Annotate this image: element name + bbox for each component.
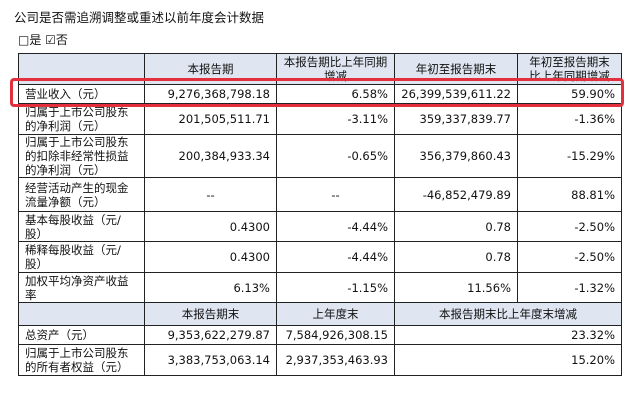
cell-value: 201,505,511.71 [144,103,277,135]
table-row: 归属于上市公司股东的净利润（元） 201,505,511.71 -3.11% 3… [18,103,622,135]
option-yes[interactable]: □是 [18,33,42,47]
cell-value: -- [276,177,395,212]
cell-value: -2.50% [517,211,622,242]
cell-value: 359,337,839.77 [394,103,518,135]
table-row: 营业收入（元） 9,276,368,798.18 6.58% 26,399,53… [18,84,622,104]
cell-value: 0.78 [394,211,518,242]
cell-value: 356,379,860.43 [394,134,518,178]
cell-value: -1.15% [276,272,395,303]
row-label: 归属于上市公司股东的扣除非经常性损益的净利润（元） [18,134,145,178]
cell-value: -1.32% [517,272,622,303]
cell-value: 2,937,353,463.93 [276,344,395,376]
cell-value: -4.44% [276,241,395,273]
header-ytd: 年初至报告期末 [394,53,518,85]
cell-value: 15.20% [394,344,622,376]
header-current-period-change: 本报告期比上年同期增减 [276,53,395,85]
row-label: 经营活动产生的现金流量净额（元） [18,177,145,212]
table-row: 基本每股收益（元/股） 0.4300 -4.44% 0.78 -2.50% [18,211,622,242]
row-label: 总资产（元） [18,325,145,345]
subheader-period-end: 本报告期末 [144,302,277,326]
cell-value: 26,399,539,611.22 [394,84,518,104]
cell-value: 88.81% [517,177,622,212]
financial-data-table: 本报告期 本报告期比上年同期增减 年初至报告期末 年初至报告期末比上年同期增减 … [18,53,622,376]
cell-value: 3,383,753,063.14 [144,344,277,376]
table-row: 经营活动产生的现金流量净额（元） -- -- -46,852,479.89 88… [18,177,622,212]
table-row: 归属于上市公司股东的所有者权益（元） 3,383,753,063.14 2,93… [18,344,622,376]
cell-value: -- [144,177,277,212]
table-row: 稀释每股收益（元/股） 0.4300 -4.44% 0.78 -2.50% [18,241,622,273]
cell-value: -1.36% [517,103,622,135]
cell-value: 200,384,933.34 [144,134,277,178]
row-label: 基本每股收益（元/股） [18,211,145,242]
cell-value: 59.90% [517,84,622,104]
section-title: 公司是否需追溯调整或重述以前年度会计数据 [14,10,265,25]
subheader-prior-year-end: 上年度末 [276,302,395,326]
row-label: 加权平均净资产收益率 [18,272,145,303]
cell-value: 7,584,926,308.15 [276,325,395,345]
table-row: 加权平均净资产收益率 6.13% -1.15% 11.56% -1.32% [18,272,622,303]
table-subheader-row: 本报告期末 上年度末 本报告期末比上年度末增减 [18,302,622,326]
cell-value: 9,276,368,798.18 [144,84,277,104]
subheader-change: 本报告期末比上年度末增减 [394,302,622,326]
option-no[interactable]: ☑否 [45,33,68,47]
row-label: 稀释每股收益（元/股） [18,241,145,273]
header-current-period: 本报告期 [144,53,277,85]
cell-value: 11.56% [394,272,518,303]
cell-value: 6.58% [276,84,395,104]
row-label: 归属于上市公司股东的所有者权益（元） [18,344,145,376]
cell-value: 6.13% [144,272,277,303]
cell-value: 0.4300 [144,241,277,273]
cell-value: -4.44% [276,211,395,242]
header-blank-cell [18,53,145,85]
table-row: 归属于上市公司股东的扣除非经常性损益的净利润（元） 200,384,933.34… [18,134,622,178]
cell-value: -3.11% [276,103,395,135]
table-header-row: 本报告期 本报告期比上年同期增减 年初至报告期末 年初至报告期末比上年同期增减 [18,53,622,85]
cell-value: -2.50% [517,241,622,273]
row-label: 营业收入（元） [18,84,145,104]
table-row: 总资产（元） 9,353,622,279.87 7,584,926,308.15… [18,325,622,345]
cell-value: 23.32% [394,325,622,345]
cell-value: -15.29% [517,134,622,178]
restatement-options: □是 ☑否 [18,32,68,48]
row-label: 归属于上市公司股东的净利润（元） [18,103,145,135]
cell-value: 0.78 [394,241,518,273]
header-ytd-change: 年初至报告期末比上年同期增减 [517,53,622,85]
subheader-blank-cell [18,302,145,326]
cell-value: 0.4300 [144,211,277,242]
cell-value: -0.65% [276,134,395,178]
cell-value: -46,852,479.89 [394,177,518,212]
cell-value: 9,353,622,279.87 [144,325,277,345]
